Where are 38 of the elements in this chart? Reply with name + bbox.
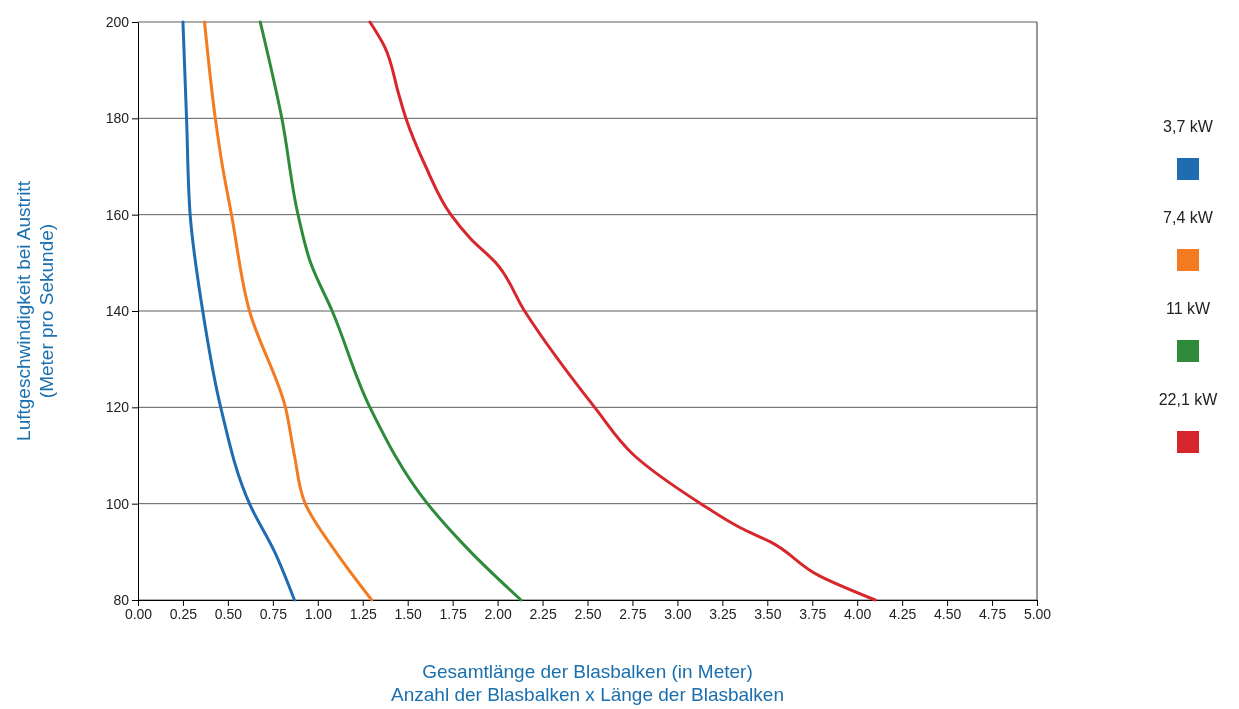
x-tick-label: 0.00 [124, 605, 153, 622]
x-tick-label: 0.75 [259, 605, 288, 622]
x-tick-label: 3.25 [709, 605, 737, 622]
y-tick-label: 80 [113, 591, 130, 608]
x-tick-label: 3.75 [799, 605, 827, 622]
x-tick-label: 1.00 [304, 605, 333, 622]
x-axis-title: Gesamtlänge der Blasbalken (in Meter) Anzahl der Blasbalken x Länge der Blasbalken [391, 661, 784, 705]
x-tick-label: 3.00 [664, 605, 692, 622]
y-tick-label: 160 [105, 206, 130, 223]
text: 11 kW [1165, 300, 1211, 317]
text: 3,7 kW [1163, 118, 1214, 135]
x-tick-label: 0.25 [169, 605, 198, 622]
x-tick-label: 0.50 [214, 605, 243, 622]
line-series [181, 20, 296, 602]
text: 7,4 kW [1163, 209, 1214, 226]
y-tick-label: 100 [105, 495, 130, 512]
x-tick-label: 5.00 [1023, 605, 1052, 622]
x-tick-label: 1.25 [349, 605, 378, 622]
x-tick-label: 2.00 [484, 605, 512, 622]
x-tick-label: 4.50 [933, 605, 962, 622]
text: 22,1 kW [1158, 391, 1219, 408]
x-tick-label: 2.75 [619, 605, 647, 622]
y-tick-label: 180 [105, 110, 130, 127]
y-tick-label: 140 [105, 302, 130, 319]
x-tick-label: 1.75 [439, 605, 467, 622]
x-tick-label: 1.50 [394, 605, 423, 622]
y-tick-label: 200 [105, 13, 130, 30]
y-tick-label: 120 [105, 399, 130, 416]
x-tick-label: 4.25 [889, 605, 917, 622]
line-series [368, 20, 877, 602]
line-series [203, 20, 374, 602]
line-series [258, 20, 523, 602]
x-tick-label: 4.00 [844, 605, 872, 622]
x-tick-label: 2.25 [529, 605, 557, 622]
x-tick-label: 2.50 [574, 605, 602, 622]
x-tick-label: 3.50 [754, 605, 782, 622]
x-tick-label: 4.75 [978, 605, 1007, 622]
y-axis-title: Luftgeschwindigkeit bei Austritt (Meter pro Sekunde) [13, 180, 57, 441]
